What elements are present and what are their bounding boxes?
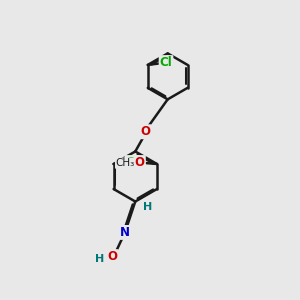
Text: N: N	[120, 226, 130, 239]
Text: O: O	[135, 156, 145, 169]
Text: Cl: Cl	[160, 56, 172, 69]
Text: O: O	[141, 125, 151, 138]
Text: O: O	[108, 250, 118, 263]
Text: CH₃: CH₃	[116, 158, 135, 168]
Text: H: H	[95, 254, 104, 264]
Text: Cl: Cl	[125, 156, 138, 169]
Text: H: H	[143, 202, 152, 212]
